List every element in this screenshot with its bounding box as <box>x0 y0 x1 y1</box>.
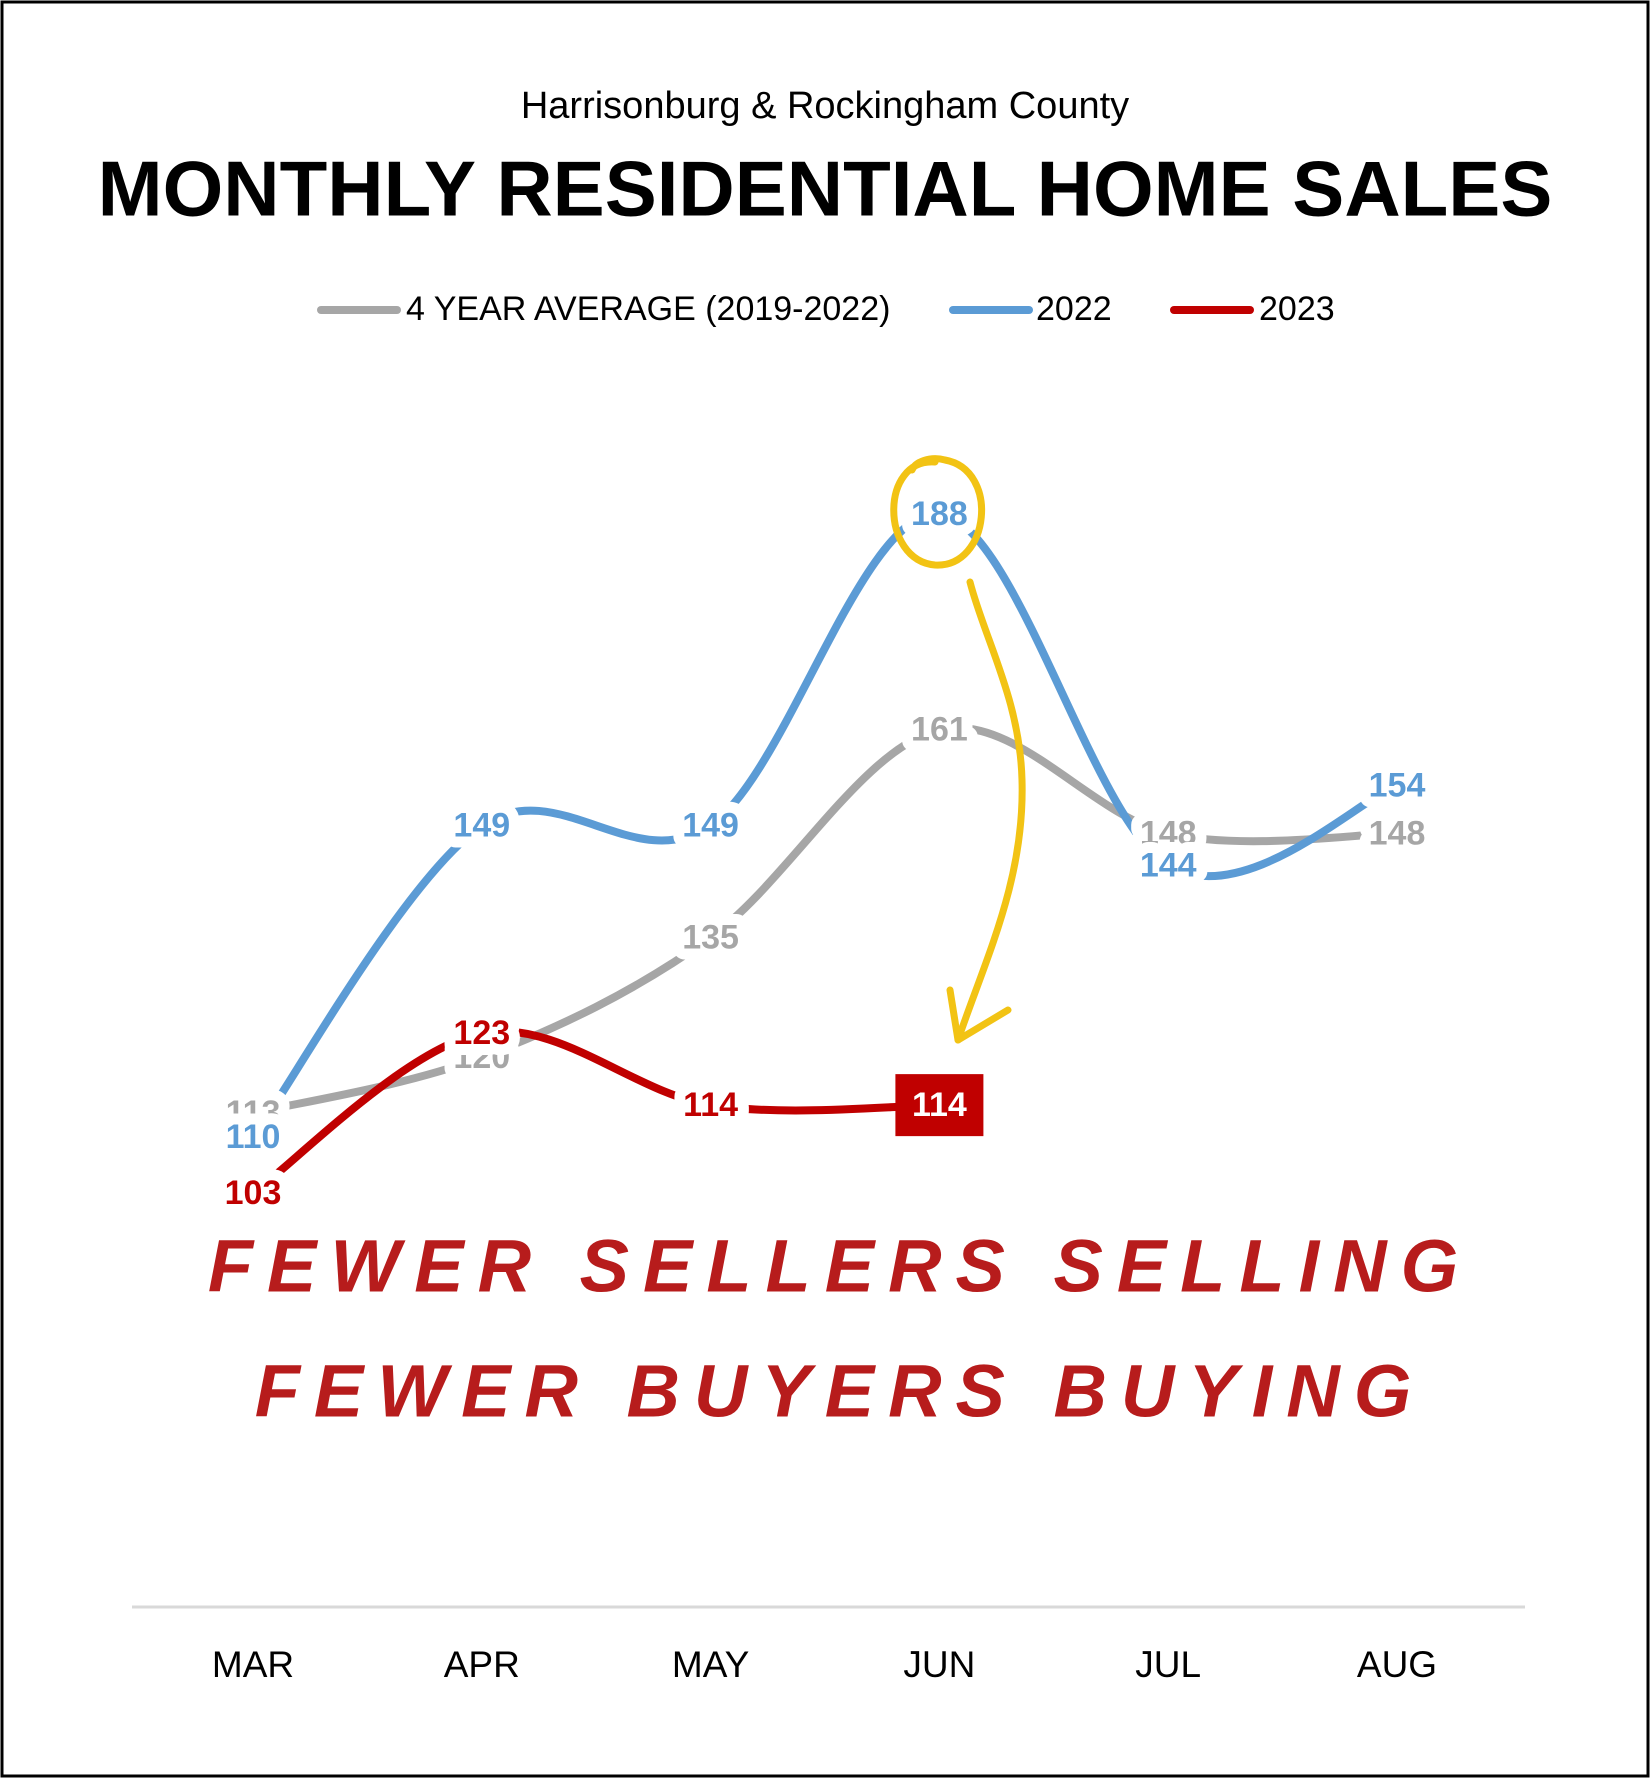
x-tick-label: APR <box>444 1644 520 1685</box>
legend-label: 4 YEAR AVERAGE (2019-2022) <box>406 290 890 328</box>
value-label: 114 <box>912 1086 967 1124</box>
value-label: 135 <box>682 918 739 956</box>
annotation: FEWER SELLERS SELLING <box>208 1225 1472 1308</box>
value-label: 154 <box>1369 767 1426 805</box>
value-label: 123 <box>453 1014 510 1052</box>
annotation: FEWER BUYERS BUYING <box>255 1350 1426 1433</box>
chart-subtitle: Harrisonburg & Rockingham County <box>521 85 1129 127</box>
x-tick-label: AUG <box>1357 1644 1437 1685</box>
value-label: 188 <box>911 495 968 533</box>
legend-label: 2022 <box>1036 290 1112 328</box>
value-label: 148 <box>1369 815 1426 853</box>
value-label-box <box>895 1074 984 1137</box>
highlight-annotation <box>890 455 1026 1044</box>
value-label: 110 <box>226 1118 281 1156</box>
legend-label: 2023 <box>1259 290 1335 328</box>
x-tick-label: JUN <box>903 1644 975 1685</box>
x-tick-label: JUL <box>1135 1644 1201 1685</box>
x-tick-label: MAR <box>212 1644 294 1685</box>
value-label: 149 <box>682 807 739 845</box>
value-label: 114 <box>683 1086 738 1124</box>
value-label: 144 <box>1140 846 1197 884</box>
chart-title: MONTHLY RESIDENTIAL HOME SALES <box>98 145 1553 233</box>
series-line <box>249 509 1401 1142</box>
value-label: 161 <box>911 711 968 749</box>
x-tick-label: MAY <box>672 1644 749 1685</box>
value-label: 149 <box>453 807 510 845</box>
series-line <box>249 723 1401 1118</box>
series-line <box>249 1027 944 1197</box>
value-label: 103 <box>225 1174 282 1212</box>
